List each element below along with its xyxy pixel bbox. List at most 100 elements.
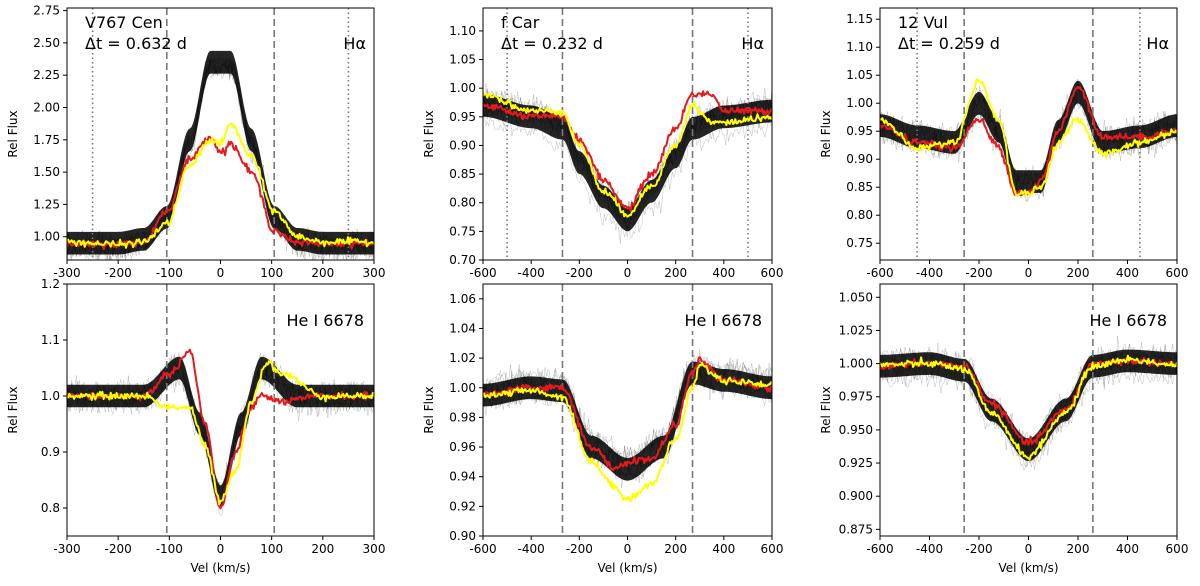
y-tick-label: 1.0 <box>41 389 60 403</box>
y-tick-label: 0.85 <box>846 180 873 194</box>
x-tick-label: 200 <box>664 266 687 280</box>
y-tick-label: 0.900 <box>839 489 873 503</box>
star-name: f Car <box>501 13 540 32</box>
line-label-background <box>681 310 765 331</box>
yellow-spectrum-line <box>880 354 1177 461</box>
y-tick-label: 0.90 <box>449 529 476 543</box>
ensemble-band <box>483 94 772 232</box>
plot-area <box>67 8 374 260</box>
x-tick-label: 0 <box>217 266 225 280</box>
y-tick-label: 1.75 <box>33 133 60 147</box>
ensemble-trace <box>483 354 772 465</box>
y-tick-label: 0.70 <box>449 253 476 267</box>
x-tick-label: 600 <box>761 266 784 280</box>
x-tick-label: 200 <box>1067 542 1090 556</box>
y-tick-label: 0.95 <box>449 110 476 124</box>
y-tick-label: 2.50 <box>33 36 60 50</box>
x-tick-label: 0 <box>1025 542 1033 556</box>
x-tick-label: 400 <box>1116 542 1139 556</box>
plot-area <box>483 8 772 260</box>
y-tick-label: 1.00 <box>846 96 873 110</box>
ensemble-trace <box>880 354 1177 460</box>
y-axis-label: Rel Flux <box>6 110 20 157</box>
ensemble-trace <box>483 93 772 224</box>
plot-area <box>880 8 1177 260</box>
y-tick-label: 0.90 <box>449 138 476 152</box>
line-label: Hα <box>343 34 366 53</box>
ensemble-trace <box>67 57 374 259</box>
x-tick-label: 0 <box>624 542 632 556</box>
line-label-background <box>283 310 367 331</box>
y-tick-label: 1.025 <box>839 323 873 337</box>
x-axis-label: Vel (km/s) <box>998 561 1058 575</box>
plot-area <box>67 284 374 536</box>
y-tick-label: 0.85 <box>449 167 476 181</box>
red-spectrum-line <box>67 135 374 251</box>
yellow-spectrum-line <box>483 361 772 503</box>
x-tick-label: 200 <box>664 542 687 556</box>
plot-area <box>483 284 772 536</box>
x-tick-label: -100 <box>156 266 183 280</box>
ensemble-trace <box>67 359 374 501</box>
x-tick-label: -400 <box>916 542 943 556</box>
y-tick-label: 1.10 <box>449 24 476 38</box>
red-spectrum-line <box>483 90 772 212</box>
x-tick-label: 400 <box>712 542 735 556</box>
panel-2: -600 -400 -200 0 200 400 600 0.70 0.75 0.80 0.85 0.… <box>422 7 784 280</box>
ensemble-trace <box>67 372 374 517</box>
y-axis-label: Rel Flux <box>6 386 20 433</box>
line-label: He I 6678 <box>685 311 762 330</box>
x-tick-label: 600 <box>761 542 784 556</box>
red-spectrum-line <box>880 356 1177 446</box>
y-tick-label: 1.000 <box>839 357 873 371</box>
x-tick-label: 100 <box>260 266 283 280</box>
x-tick-label: 300 <box>363 266 386 280</box>
y-tick-label: 1.05 <box>449 53 476 67</box>
y-axis-label: Rel Flux <box>422 110 436 157</box>
delta-t: Δt = 0.232 d <box>501 34 603 53</box>
y-tick-label: 0.950 <box>839 423 873 437</box>
plot-area <box>880 284 1177 536</box>
ensemble-trace <box>67 354 374 496</box>
ensemble-trace <box>880 84 1177 186</box>
ensemble-band <box>67 50 374 255</box>
x-tick-label: 600 <box>1166 266 1189 280</box>
ensemble-trace <box>483 373 772 488</box>
y-tick-label: 0.92 <box>449 499 476 513</box>
y-tick-label: 0.75 <box>449 224 476 238</box>
ensemble-trace <box>67 363 374 505</box>
x-tick-label: -100 <box>156 542 183 556</box>
delta-t: Δt = 0.632 d <box>85 34 187 53</box>
y-axis-label: Rel Flux <box>422 386 436 433</box>
x-tick-label: -600 <box>866 266 893 280</box>
delta-t: Δt = 0.259 d <box>898 34 1000 53</box>
y-tick-label: 0.875 <box>839 522 873 536</box>
y-tick-label: 0.80 <box>846 208 873 222</box>
ensemble-trace <box>880 82 1177 183</box>
x-tick-label: -200 <box>965 266 992 280</box>
ensemble-trace <box>483 94 772 224</box>
ensemble-trace <box>880 336 1177 450</box>
yellow-spectrum-line <box>67 360 374 506</box>
ensemble-trace <box>483 357 772 466</box>
ensemble-trace <box>67 58 374 260</box>
y-tick-label: 0.975 <box>839 390 873 404</box>
yellow-spectrum-line <box>483 92 772 218</box>
x-tick-label: 300 <box>363 542 386 556</box>
ensemble-trace <box>67 58 374 260</box>
panel-3: -600 -400 -200 0 200 400 600 0.75 0.80 0.85 0.90 0.… <box>819 7 1189 280</box>
ensemble-trace <box>67 57 374 260</box>
ensemble-trace <box>483 113 772 244</box>
ensemble-trace <box>67 355 374 500</box>
line-label-background <box>1086 310 1170 331</box>
y-tick-label: 2.75 <box>33 4 60 18</box>
star-name: V767 Cen <box>85 13 163 32</box>
ensemble-trace <box>483 87 772 216</box>
y-tick-label: 2.25 <box>33 68 60 82</box>
ensemble-trace <box>67 358 374 498</box>
ensemble-trace <box>67 353 374 495</box>
ensemble-band <box>880 349 1177 462</box>
ensemble-trace <box>483 355 772 462</box>
ensemble-trace <box>483 366 772 476</box>
